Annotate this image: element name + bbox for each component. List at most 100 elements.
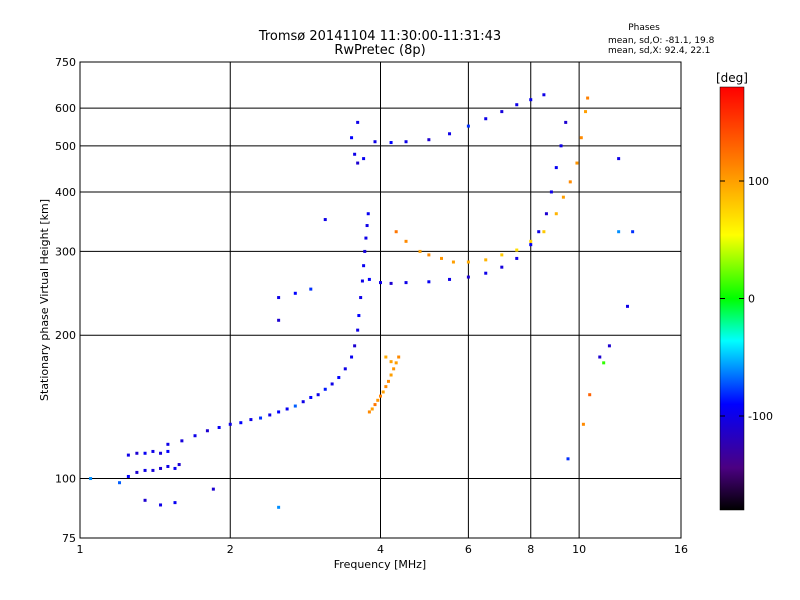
- data-point: [389, 141, 393, 145]
- data-point: [362, 157, 366, 161]
- data-point: [404, 239, 408, 243]
- data-point: [367, 410, 371, 414]
- x-axis-label: Frequency [MHz]: [334, 558, 426, 571]
- data-point: [484, 117, 488, 121]
- data-point: [309, 395, 313, 399]
- colorbar-tick-label: -100: [748, 410, 773, 423]
- x-tick-label: 6: [465, 543, 472, 556]
- data-point: [205, 429, 209, 433]
- chart-title: Tromsø 20141104 11:30:00-11:31:43: [258, 29, 501, 44]
- data-point: [309, 287, 313, 291]
- data-point: [159, 451, 163, 455]
- data-point: [392, 367, 396, 371]
- data-point: [228, 422, 232, 426]
- data-point: [126, 474, 130, 478]
- data-point: [561, 195, 565, 199]
- data-point: [549, 190, 553, 194]
- data-point: [151, 449, 155, 453]
- data-point: [356, 161, 360, 165]
- phase-stats-title: Phases: [628, 23, 660, 33]
- x-tick-label: 16: [674, 543, 688, 556]
- data-point: [293, 404, 297, 408]
- data-point: [542, 93, 546, 97]
- data-point: [379, 394, 382, 398]
- x-tick-label: 2: [227, 543, 234, 556]
- x-tick-label: 10: [572, 543, 586, 556]
- data-point: [466, 124, 470, 128]
- colorbar-tick-label: 100: [748, 175, 769, 188]
- data-point: [180, 439, 184, 443]
- data-point: [166, 464, 170, 468]
- data-point: [211, 487, 215, 491]
- data-point: [277, 505, 281, 509]
- y-tick-label: 600: [55, 102, 76, 115]
- data-point: [350, 355, 354, 359]
- data-point: [617, 157, 621, 161]
- data-point: [357, 314, 361, 318]
- data-point: [323, 218, 327, 222]
- plot-frame: [79, 61, 682, 539]
- phase-stats-x: mean, sd,X: 92.4, 22.1: [608, 46, 710, 56]
- data-point: [451, 260, 455, 264]
- data-point: [418, 249, 422, 253]
- data-point: [330, 382, 334, 386]
- data-point: [625, 304, 629, 308]
- data-point: [259, 416, 263, 420]
- data-point: [118, 481, 122, 485]
- data-point: [89, 477, 93, 481]
- data-point: [159, 466, 163, 470]
- data-point: [277, 318, 281, 322]
- x-tick-label: 1: [77, 543, 84, 556]
- data-point: [249, 418, 253, 422]
- data-point: [515, 103, 519, 107]
- data-point: [159, 503, 163, 507]
- data-point: [363, 249, 367, 253]
- data-point: [373, 140, 377, 144]
- data-point: [566, 457, 570, 461]
- data-point: [529, 239, 533, 243]
- data-point: [173, 466, 177, 470]
- data-point: [484, 258, 488, 262]
- data-point: [173, 501, 177, 505]
- y-tick-label: 75: [62, 532, 76, 545]
- data-point: [370, 407, 374, 411]
- data-point: [617, 230, 621, 234]
- data-point: [427, 280, 431, 284]
- data-point: [581, 422, 585, 426]
- data-point: [285, 407, 289, 411]
- data-point: [343, 367, 347, 371]
- data-point: [143, 498, 147, 502]
- data-point: [397, 355, 401, 359]
- phase-stats-o: mean, sd,O: -81.1, 19.8: [608, 36, 715, 46]
- x-tick-label: 4: [377, 543, 384, 556]
- data-point: [575, 161, 579, 165]
- data-point: [350, 136, 354, 140]
- data-point: [542, 230, 546, 234]
- data-point: [166, 449, 170, 453]
- data-point: [353, 344, 357, 348]
- data-point: [386, 379, 390, 383]
- data-point: [356, 120, 360, 124]
- data-point: [360, 279, 364, 283]
- colorbar-label: [deg]: [716, 71, 748, 85]
- data-point: [239, 421, 243, 425]
- data-point: [394, 230, 398, 234]
- data-point: [384, 355, 388, 359]
- data-point: [356, 328, 360, 332]
- data-point: [598, 355, 602, 359]
- grid: [80, 62, 681, 538]
- data-point: [448, 132, 452, 136]
- data-point: [193, 434, 197, 438]
- data-point: [359, 296, 363, 300]
- x-tick-label: 8: [527, 543, 534, 556]
- data-point: [379, 281, 382, 285]
- data-point: [466, 275, 470, 279]
- data-point: [440, 256, 444, 260]
- data-point: [631, 230, 635, 234]
- data-point: [389, 373, 393, 377]
- data-point: [579, 136, 583, 140]
- data-point: [362, 264, 366, 268]
- data-point: [554, 166, 558, 170]
- data-point: [126, 453, 130, 457]
- data-point: [484, 271, 488, 275]
